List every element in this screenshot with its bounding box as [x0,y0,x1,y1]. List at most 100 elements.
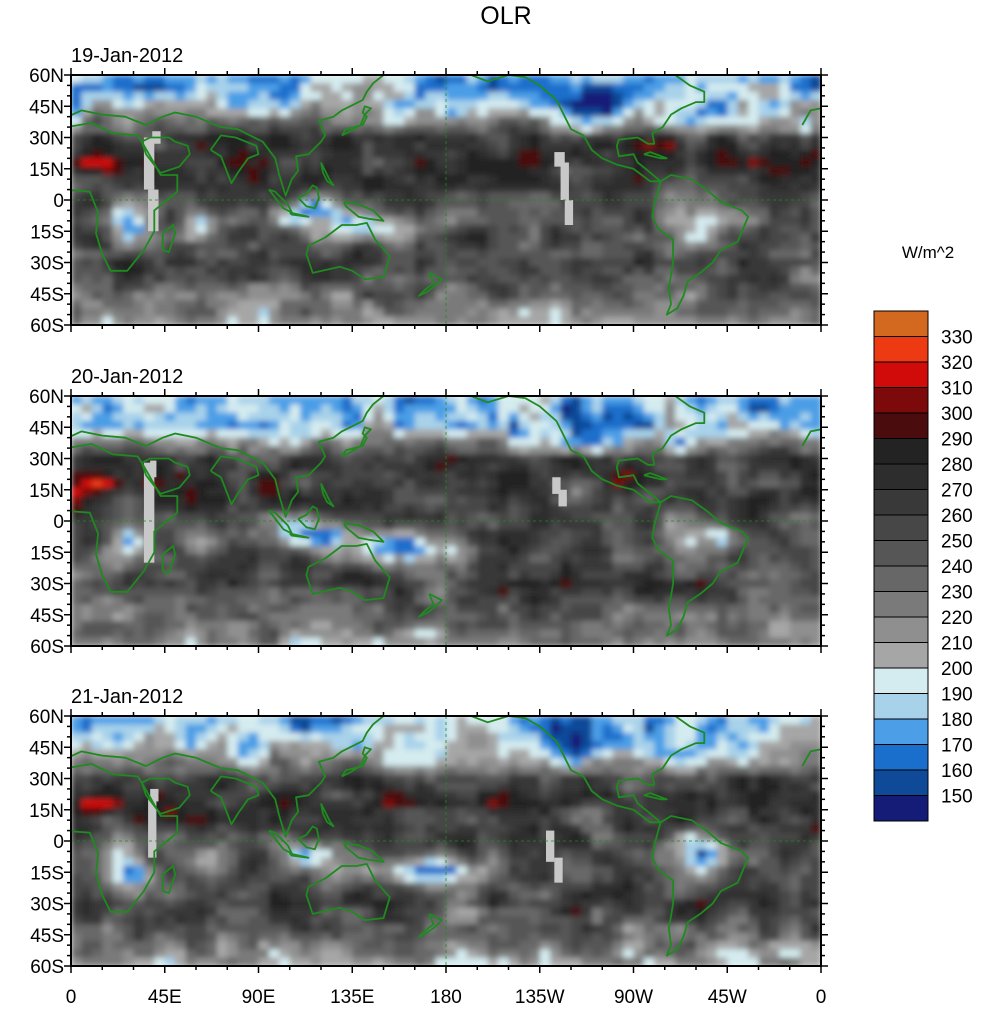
olr-cell [727,724,738,733]
olr-cell [321,250,332,259]
olr-cell [165,283,176,292]
olr-cell [217,183,228,192]
olr-cell [206,579,217,588]
olr-cell [373,192,384,201]
olr-cell [446,225,457,234]
olr-cell [290,604,301,613]
olr-cell [311,300,322,309]
olr-cell [738,300,749,309]
olr-cell [175,275,186,284]
olr-cell [113,217,124,226]
olr-cell [509,413,520,422]
olr-cell [342,513,353,522]
olr-cell [623,242,634,251]
olr-cell [706,604,717,613]
olr-cell [498,183,509,192]
olr-cell [436,225,447,234]
olr-cell [352,142,363,151]
olr-cell [634,621,645,630]
olr-cell [759,554,770,563]
olr-cell [790,158,801,167]
olr-cell [259,192,270,201]
olr-cell [113,579,124,588]
olr-cell [540,200,551,209]
olr-cell [446,438,457,447]
olr-cell [550,396,561,405]
olr-cell [165,579,176,588]
olr-cell [779,504,790,513]
olr-cell [790,125,801,134]
olr-cell [456,446,467,455]
olr-cell [529,167,540,176]
olr-cell [446,741,457,750]
olr-cell [509,529,520,538]
olr-cell [800,100,811,109]
olr-cell [727,504,738,513]
olr-cell [592,108,603,117]
olr-cell [634,125,645,134]
olr-cell [623,513,634,522]
olr-cell [269,283,280,292]
olr-cell [748,192,759,201]
olr-cell [550,192,561,201]
olr-cell [342,233,353,242]
olr-cell [529,142,540,151]
olr-cell [800,250,811,259]
olr-cell [446,733,457,742]
olr-cell [529,267,540,276]
olr-cell [561,133,572,142]
olr-cell [571,496,582,505]
olr-cell [227,142,238,151]
olr-cell [352,613,363,622]
olr-cell [238,538,249,547]
olr-cell [571,225,582,234]
olr-cell [769,529,780,538]
olr-cell [540,749,551,758]
olr-cell [373,292,384,301]
olr-cell [123,596,134,605]
olr-cell [248,596,259,605]
olr-cell [446,133,457,142]
olr-cell [602,496,613,505]
olr-cell [498,741,509,750]
olr-cell [717,429,728,438]
olr-cell [592,250,603,259]
olr-cell [415,192,426,201]
olr-cell [602,546,613,555]
olr-cell [394,604,405,613]
olr-cell [467,267,478,276]
olr-cell [206,233,217,242]
olr-cell [352,579,363,588]
olr-cell [363,133,374,142]
olr-cell [529,749,540,758]
olr-cell [592,413,603,422]
olr-cell [561,92,572,101]
olr-cell [759,724,770,733]
olr-cell [102,308,113,317]
olr-cell [436,75,447,84]
olr-cell [467,479,478,488]
olr-cell [581,724,592,733]
olr-cell [748,513,759,522]
olr-cell [717,83,728,92]
olr-cell [675,563,686,572]
olr-cell [259,588,270,597]
olr-cell [623,250,634,259]
olr-cell [467,200,478,209]
olr-cell [790,267,801,276]
olr-cell [540,75,551,84]
olr-cell [790,554,801,563]
olr-cell [602,200,613,209]
olr-cell [561,258,572,267]
olr-cell [227,233,238,242]
olr-cell [81,463,92,472]
olr-cell [581,429,592,438]
olr-cell [602,267,613,276]
olr-cell [592,83,603,92]
olr-cell [446,479,457,488]
olr-cell [415,83,426,92]
olr-cell [665,529,676,538]
olr-cell [436,150,447,159]
olr-cell [363,604,374,613]
olr-cell [727,454,738,463]
